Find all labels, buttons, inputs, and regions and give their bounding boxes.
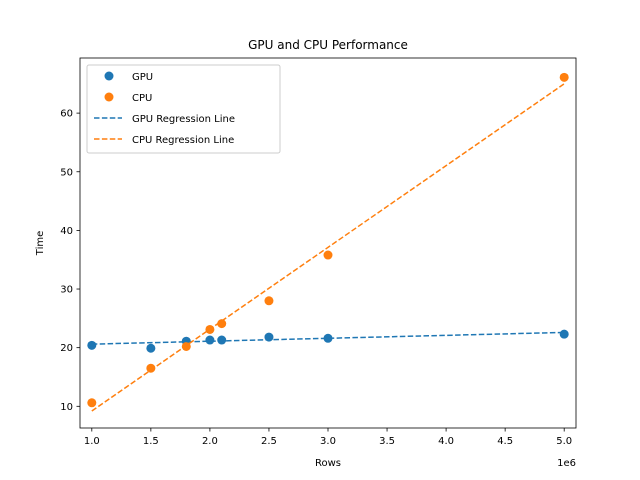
plot-frame bbox=[79, 57, 577, 429]
x-tick-label: 4.5 bbox=[497, 436, 513, 447]
data-point-cpu-5 bbox=[264, 296, 274, 306]
data-point-gpu-4 bbox=[217, 335, 227, 345]
legend-label-cpu-regression-line: CPU Regression Line bbox=[132, 135, 234, 146]
y-tick-label: 10 bbox=[60, 402, 73, 413]
x-tick-label: 2.0 bbox=[202, 436, 218, 447]
legend-label-gpu: GPU bbox=[132, 72, 153, 83]
x-tick-label: 1.0 bbox=[84, 436, 100, 447]
x-tick-label: 5.0 bbox=[556, 436, 572, 447]
legend-marker-gpu bbox=[104, 71, 114, 81]
y-tick-label: 50 bbox=[60, 167, 73, 178]
x-axis: 1.0 1.5 2.0 2.5 3.0 3.5 4.0 4.5 5.0 bbox=[84, 428, 572, 447]
y-tick-label: 30 bbox=[60, 285, 73, 296]
data-point-gpu-0 bbox=[87, 340, 97, 350]
x-axis-offset-label: 1e6 bbox=[557, 458, 576, 469]
regression-line-cpu bbox=[91, 83, 565, 412]
data-point-gpu-6 bbox=[323, 333, 333, 343]
x-tick-label: 3.5 bbox=[379, 436, 395, 447]
x-tick-label: 3.0 bbox=[320, 436, 336, 447]
data-point-cpu-0 bbox=[87, 398, 97, 408]
x-tick-label: 4.0 bbox=[438, 436, 454, 447]
y-tick-label: 40 bbox=[60, 226, 73, 237]
x-tick-label: 2.5 bbox=[261, 436, 277, 447]
chart-title: GPU and CPU Performance bbox=[248, 38, 408, 52]
plot-area bbox=[87, 72, 569, 412]
legend-marker-cpu bbox=[104, 92, 114, 102]
data-point-gpu-3 bbox=[205, 335, 215, 345]
legend-box bbox=[86, 64, 281, 154]
data-point-cpu-4 bbox=[217, 319, 227, 329]
data-point-cpu-1 bbox=[146, 363, 156, 373]
data-point-gpu-7 bbox=[559, 329, 569, 339]
y-tick-label: 20 bbox=[60, 343, 73, 354]
legend: GPU CPU GPU Regression Line CPU Regression … bbox=[86, 64, 281, 154]
data-point-cpu-2 bbox=[181, 341, 191, 351]
data-point-cpu-7 bbox=[559, 72, 569, 82]
legend-label-gpu-regression-line: GPU Regression Line bbox=[132, 114, 235, 125]
y-axis: 10 20 30 40 50 60 bbox=[60, 109, 80, 413]
x-tick-label: 1.5 bbox=[143, 436, 159, 447]
data-point-cpu-6 bbox=[323, 250, 333, 260]
x-axis-label: Rows bbox=[315, 458, 341, 469]
y-axis-label: Time bbox=[35, 231, 46, 256]
data-point-gpu-1 bbox=[146, 343, 156, 353]
legend-label-cpu: CPU bbox=[132, 93, 152, 104]
y-tick-label: 60 bbox=[60, 109, 73, 120]
